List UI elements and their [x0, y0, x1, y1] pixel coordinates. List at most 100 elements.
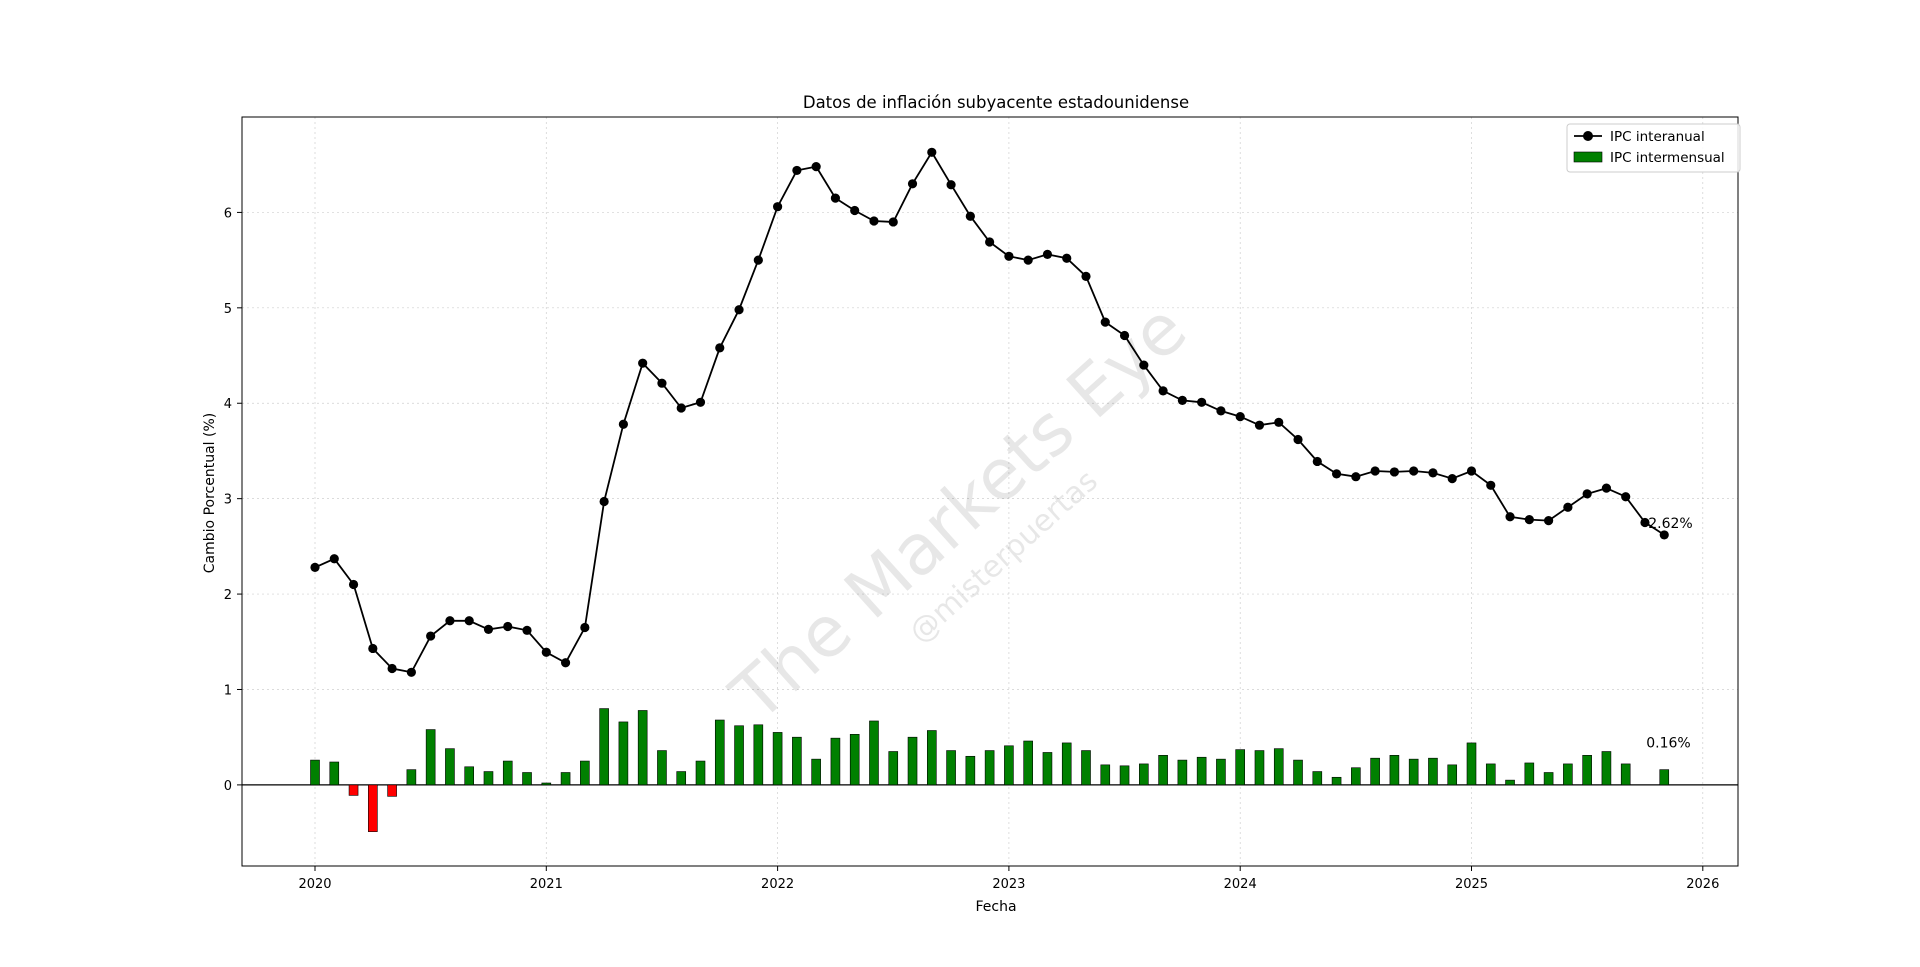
x-tick-label: 2026: [1686, 877, 1719, 892]
line-point: [368, 643, 378, 654]
line-point: [445, 616, 455, 626]
bar: [560, 772, 571, 786]
bar: [1023, 740, 1033, 786]
bar: [1042, 752, 1053, 786]
x-tick-label: 2021: [530, 877, 563, 892]
bar: [772, 732, 783, 786]
bar: [502, 760, 513, 786]
line-point: [1447, 474, 1457, 484]
plot-frame: [241, 116, 1739, 867]
bar: [1100, 764, 1111, 786]
bar: [1447, 764, 1458, 786]
line-point: [734, 305, 744, 315]
line-point: [715, 343, 725, 353]
bar: [676, 771, 687, 786]
line-point: [348, 579, 359, 590]
line-point: [1621, 492, 1631, 502]
y-axis-title: Cambio Porcentual (%): [202, 413, 218, 573]
line-point: [1389, 467, 1399, 477]
x-tick-label: 2025: [1455, 877, 1488, 892]
line-point: [618, 419, 629, 429]
line-point: [1659, 530, 1669, 540]
bar: [541, 782, 552, 786]
bar: [695, 760, 706, 786]
x-tick-label: 2020: [298, 877, 331, 892]
x-axis-title: Fecha: [975, 899, 1016, 915]
line-point: [1351, 472, 1361, 482]
line-point: [927, 147, 937, 157]
line-point: [907, 179, 918, 189]
y-tick-label: 0: [224, 779, 232, 794]
annotations: 2.62% 0.16%: [1646, 516, 1692, 752]
line-point: [638, 358, 648, 368]
line-point: [1505, 512, 1515, 522]
bar: [1505, 779, 1515, 786]
line-point: [483, 624, 494, 634]
line-point: [464, 616, 474, 626]
bar: [1563, 763, 1573, 786]
line-point: [773, 202, 783, 212]
x-tick-label: 2022: [761, 877, 794, 892]
line-point: [1331, 469, 1342, 479]
line-point: [406, 667, 416, 677]
line-point: [1601, 483, 1612, 493]
line-point: [1563, 502, 1573, 512]
chart-title: Datos de inflación subyacente estadounid…: [803, 93, 1189, 112]
bar: [1139, 763, 1149, 786]
bar: [1004, 745, 1014, 786]
line-point: [657, 378, 667, 388]
line-point: [1235, 412, 1245, 422]
bar: [464, 766, 475, 786]
bar: [618, 721, 629, 786]
line-point: [985, 237, 995, 247]
bar: [907, 736, 918, 786]
line-point: [1254, 420, 1265, 430]
annotation-yoy: 2.62%: [1648, 516, 1692, 532]
bar: [1351, 767, 1361, 786]
bar: [1408, 758, 1419, 786]
bar: [1293, 759, 1303, 786]
bar: [1543, 772, 1554, 786]
bar: [1331, 776, 1342, 786]
y-tick-label: 6: [224, 206, 232, 221]
x-tick-label: 2024: [1224, 877, 1257, 892]
bar: [1659, 769, 1670, 786]
line-point: [695, 397, 706, 407]
bar: [425, 729, 436, 786]
bar: [869, 720, 879, 786]
legend-bar-swatch: [1573, 151, 1603, 163]
bar: [1466, 742, 1477, 786]
line-point: [869, 216, 879, 226]
line-point: [1197, 397, 1207, 407]
line-point: [946, 180, 956, 190]
x-axis: 2020 2021 2022 2023 2024 2025 2026: [298, 866, 1719, 892]
line-point: [310, 562, 320, 572]
line-point: [541, 647, 551, 657]
bar: [811, 758, 821, 786]
bar: [1158, 755, 1168, 786]
line-point: [426, 631, 436, 641]
line-point: [1081, 271, 1091, 281]
bar: [1485, 763, 1496, 786]
bar: [792, 736, 802, 786]
line-point: [522, 625, 532, 635]
line-point: [1640, 517, 1650, 528]
y-tick-label: 3: [224, 493, 232, 508]
bar: [599, 708, 609, 786]
bar: [1196, 756, 1207, 786]
line-point: [1274, 417, 1284, 427]
line-point: [1466, 466, 1477, 476]
bar: [830, 737, 841, 786]
bar-series: [310, 708, 1670, 832]
line-point: [580, 622, 590, 633]
line-point: [830, 193, 841, 203]
bar: [387, 784, 397, 797]
bar: [1081, 750, 1091, 786]
legend-box: [1566, 123, 1741, 173]
line-point: [1293, 434, 1303, 445]
line-point: [599, 496, 609, 507]
bar: [1177, 759, 1188, 786]
line-point: [1042, 249, 1053, 259]
line-point: [888, 217, 898, 227]
